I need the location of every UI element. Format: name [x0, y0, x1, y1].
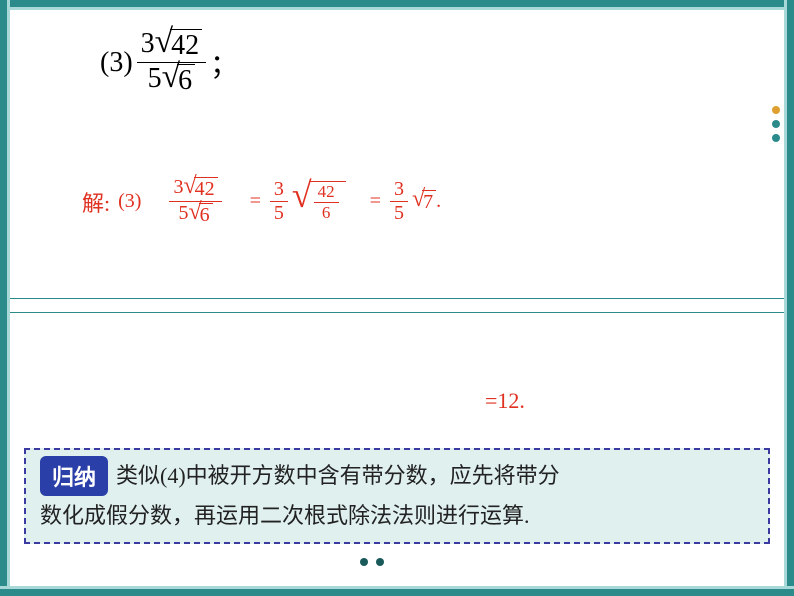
- num-coef: 3: [141, 28, 155, 59]
- problem-suffix: ；: [210, 43, 238, 83]
- frame-bottom: [0, 586, 794, 596]
- dot-icon: [772, 134, 780, 142]
- dot-icon: [772, 120, 780, 128]
- divider-line-1: [10, 298, 784, 299]
- s3-rad: 7: [422, 190, 436, 214]
- s2-rad-num: 42: [314, 182, 339, 203]
- solution-label: 解:: [82, 186, 110, 218]
- problem-fraction: 3√42 5√6: [137, 28, 206, 97]
- summary-line1: 类似(4)中被开方数中含有带分数，应先将带分: [116, 456, 560, 496]
- den-radicand: 6: [177, 64, 195, 97]
- dot-icon: [376, 558, 384, 566]
- s2-frac-num: 3: [270, 178, 288, 202]
- frame-left: [0, 0, 10, 596]
- problem-label: (3): [100, 47, 133, 79]
- summary-tag: 归纳: [40, 456, 108, 496]
- step-2: = 3 5 √ 42 6: [250, 178, 346, 225]
- den-coef: 5: [148, 63, 162, 94]
- summary-line2: 数化成假分数，再运用二次根式除法法则进行运算.: [40, 496, 754, 536]
- problem-expression: (3) 3√42 5√6 ；: [100, 28, 238, 97]
- dot-icon: [772, 106, 780, 114]
- decor-dots-bottom: [360, 558, 384, 566]
- decor-dots-right: [772, 106, 780, 142]
- frame-right: [784, 0, 794, 596]
- s1-num-rad: 42: [194, 177, 218, 201]
- step-1: 3√42 5√6: [165, 176, 225, 227]
- s1-num-coef: 3: [173, 176, 183, 198]
- solution-line: 解: (3) 3√42 5√6 = 3 5 √ 42 6 = 3 5 √7.: [82, 176, 465, 227]
- divider-line-2: [10, 312, 784, 313]
- result-text: =12.: [485, 388, 525, 414]
- summary-box: 归纳 类似(4)中被开方数中含有带分数，应先将带分 数化成假分数，再运用二次根式…: [24, 448, 770, 544]
- step-label: (3): [118, 190, 141, 213]
- s3-frac-den: 5: [390, 202, 408, 225]
- frame-top: [0, 0, 794, 10]
- dot-icon: [360, 558, 368, 566]
- s3-frac-num: 3: [390, 178, 408, 202]
- s2-frac-den: 5: [270, 202, 288, 225]
- s3-suffix: .: [436, 190, 441, 213]
- step-3: = 3 5 √7.: [370, 178, 441, 225]
- s2-rad-den: 6: [318, 203, 335, 223]
- s1-den-coef: 5: [178, 202, 188, 224]
- s1-den-rad: 6: [199, 203, 213, 227]
